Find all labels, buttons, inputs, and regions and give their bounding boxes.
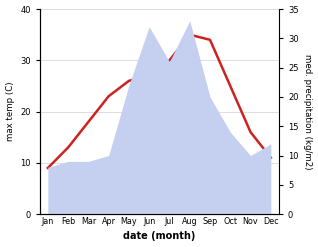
X-axis label: date (month): date (month) <box>123 231 196 242</box>
Y-axis label: med. precipitation (kg/m2): med. precipitation (kg/m2) <box>303 54 313 169</box>
Y-axis label: max temp (C): max temp (C) <box>5 82 15 141</box>
